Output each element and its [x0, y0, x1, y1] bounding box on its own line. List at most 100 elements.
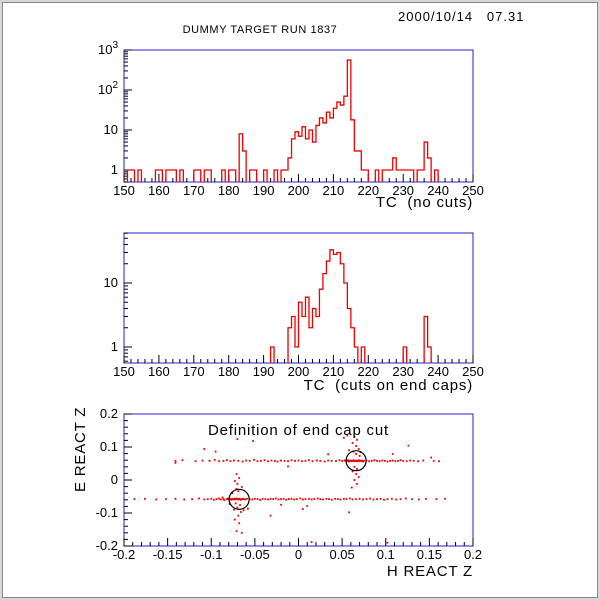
- scatter-point: [238, 477, 241, 479]
- scatter-point: [203, 498, 206, 501]
- scatter-point: [304, 498, 307, 501]
- scatter-point: [144, 497, 146, 500]
- canvas-title: DUMMY TARGET RUN 1837: [182, 24, 338, 36]
- scatter-point: [244, 498, 247, 501]
- scatter-point: [260, 459, 262, 462]
- scatter-point: [386, 541, 389, 544]
- scatter-point: [327, 459, 330, 462]
- x-tick-label: 200: [288, 364, 310, 379]
- x-tick-label: 170: [183, 364, 205, 379]
- scatter-point: [206, 498, 209, 501]
- scatter-point: [407, 444, 410, 447]
- y-tick-label: 1: [111, 162, 118, 177]
- scatter-point: [221, 496, 224, 499]
- scatter-point: [241, 460, 244, 463]
- scatter-point: [222, 498, 225, 501]
- y-tick-exponent: 3: [112, 40, 118, 51]
- scatter-point: [228, 503, 231, 505]
- y-tick-label: -0.2: [96, 538, 118, 553]
- scatter-point: [267, 460, 269, 463]
- y-tick-label: 10: [104, 122, 118, 137]
- scatter-point: [218, 460, 221, 463]
- scatter-point: [239, 504, 241, 506]
- y-tick-exponent: 2: [112, 80, 118, 91]
- scatter-point: [269, 514, 272, 517]
- scatter-point: [252, 440, 255, 442]
- x-tick-label: 160: [148, 364, 170, 379]
- scatter-point: [233, 480, 236, 482]
- scatter-point: [226, 497, 229, 500]
- scatter-point: [417, 460, 419, 463]
- scatter-point: [191, 498, 193, 501]
- scatter-point: [223, 499, 226, 502]
- scatter-point: [348, 449, 351, 452]
- x-tick-label: -0.1: [200, 547, 222, 562]
- scatter-point: [310, 498, 313, 501]
- x-tick-label: -0.2: [113, 547, 135, 562]
- scatter-point: [261, 497, 264, 500]
- scatter-point: [299, 497, 302, 500]
- x-tick-label: 170: [183, 183, 205, 198]
- y-tick-label: 0.1: [100, 439, 118, 454]
- scatter-point: [356, 468, 358, 471]
- scatter-point: [349, 497, 351, 500]
- scatter-point: [181, 459, 184, 462]
- scatter-point: [280, 498, 282, 501]
- scatter-point: [246, 497, 248, 500]
- x-tick-label: 220: [357, 364, 379, 379]
- x-tick-label: 0.2: [464, 547, 482, 562]
- x-tick-label: 230: [392, 183, 414, 198]
- scatter-point: [391, 453, 394, 455]
- x-tick-label: 150: [113, 183, 135, 198]
- scatter-point: [334, 497, 337, 500]
- plot-frame: [123, 49, 474, 183]
- scatter-point: [357, 476, 360, 478]
- scatter-point: [315, 459, 318, 462]
- x-tick-label: 0: [295, 547, 302, 562]
- scatter-point: [276, 460, 279, 463]
- x-tick-label: 160: [148, 183, 170, 198]
- scatter-point: [339, 498, 342, 501]
- scatter-point: [351, 470, 354, 473]
- scatter-point: [390, 497, 393, 500]
- scatter-point: [422, 459, 425, 462]
- scatter-point: [233, 459, 235, 462]
- scatter-point: [438, 460, 440, 463]
- scatter-point: [253, 458, 255, 461]
- scatter-point: [316, 497, 319, 500]
- scatter-point: [226, 459, 228, 462]
- scatter-point: [215, 498, 218, 501]
- scatter-point: [270, 459, 273, 462]
- scatter-point: [338, 459, 341, 462]
- scatter-point: [272, 498, 275, 501]
- scatter-point: [219, 498, 222, 501]
- scatter-point: [405, 460, 408, 463]
- scatter-point: [214, 450, 217, 453]
- scatter-point: [386, 460, 389, 463]
- scatter-point: [345, 498, 348, 501]
- scatter-point: [242, 509, 245, 512]
- endcap-cut-circle: [228, 488, 250, 510]
- scatter-point: [435, 498, 438, 501]
- scatter-point: [287, 460, 289, 463]
- scatter-point: [383, 459, 386, 462]
- scatter-point: [353, 479, 356, 481]
- scatter-point: [240, 531, 243, 534]
- scatter-point: [362, 498, 364, 501]
- x-tick-label: 200: [288, 183, 310, 198]
- scatter-point: [343, 459, 346, 462]
- scatter-point: [242, 498, 245, 501]
- scatter-point: [352, 459, 355, 462]
- scatter-point: [347, 459, 350, 462]
- scatter-point: [358, 455, 361, 457]
- scatter-point: [432, 459, 435, 462]
- scatter-point: [230, 498, 233, 501]
- scatter-point: [236, 438, 239, 440]
- scatter-point: [404, 497, 407, 500]
- scatter-point: [234, 502, 237, 505]
- scatter-point: [290, 497, 293, 500]
- scatter-point: [231, 492, 234, 495]
- scatter-point: [341, 459, 344, 462]
- scatter-point: [297, 459, 300, 462]
